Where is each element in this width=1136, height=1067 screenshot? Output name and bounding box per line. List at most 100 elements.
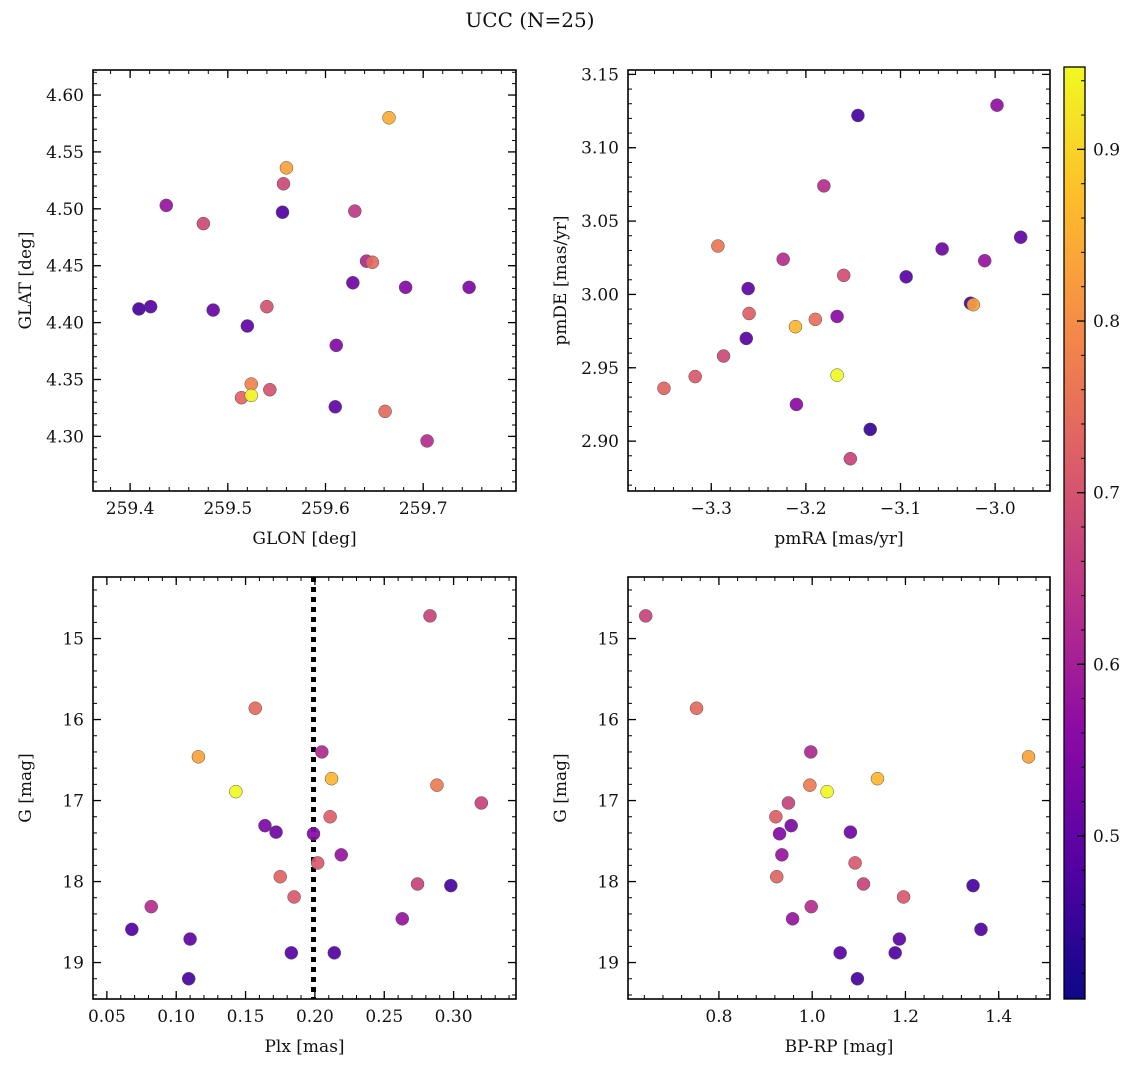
y-tick-label: 18: [597, 873, 619, 893]
scatter-point: [334, 848, 349, 862]
minor-ticks: [628, 577, 1050, 999]
colorbar-tick-label: 0.7: [1093, 484, 1120, 504]
scatter-point: [365, 255, 380, 270]
scatter-point: [191, 750, 206, 764]
scatter-points: [657, 98, 1028, 466]
x-tick-label: −3.1: [880, 499, 921, 519]
scatter-point: [240, 319, 255, 333]
scatter-point: [789, 397, 804, 412]
scatter-point: [966, 297, 981, 312]
scatter-point: [638, 609, 653, 623]
scatter-point: [310, 856, 325, 870]
scatter-point: [395, 912, 410, 926]
scatter-point: [830, 368, 844, 382]
x-tick-label: 0.25: [365, 1007, 403, 1027]
scatter-point: [843, 825, 858, 839]
scatter-point: [244, 388, 259, 403]
scatter-point: [836, 268, 851, 283]
y-tick-label: 4.50: [46, 200, 84, 220]
scatter-point: [1013, 230, 1028, 244]
scatter-point: [850, 972, 865, 986]
y-axis-label: pmDE [mas/yr]: [551, 215, 571, 345]
scatter-point: [830, 309, 844, 324]
x-axis-label: pmRA [mas/yr]: [774, 529, 903, 549]
scatter-point: [716, 349, 731, 363]
scatter-point: [803, 778, 817, 792]
scatter-point: [808, 312, 823, 327]
scatter-point: [229, 784, 243, 799]
scatter-point: [899, 270, 913, 284]
scatter-point: [159, 198, 174, 213]
scatter-point: [820, 784, 834, 799]
y-tick-label: 4.35: [46, 370, 84, 390]
scatter-point: [287, 890, 301, 904]
scatter-point: [183, 932, 197, 946]
scatter-point: [977, 253, 992, 268]
scatter-point: [258, 818, 272, 833]
y-tick-label: 3.00: [581, 285, 619, 305]
scatter-point: [206, 303, 220, 317]
scatter-point: [772, 827, 787, 841]
scatter-point: [125, 922, 139, 937]
axes-frame: [627, 576, 1051, 1000]
scatter-point: [856, 877, 871, 891]
x-tick-label: 0.05: [88, 1007, 126, 1027]
y-tick-label: 2.90: [581, 432, 619, 452]
y-tick-label: 4.40: [46, 314, 84, 334]
scatter-point: [935, 242, 949, 256]
scatter-point: [784, 818, 798, 833]
x-tick-label: 259.5: [203, 499, 252, 519]
scatter-point: [273, 869, 287, 884]
scatter-point: [329, 338, 343, 353]
scatter-point: [804, 745, 818, 759]
scatter-point: [132, 302, 146, 316]
x-tick-label: −3.3: [691, 499, 732, 519]
y-tick-label: 16: [597, 711, 619, 731]
axes-frame: [92, 576, 517, 1000]
panel-glon-glat: 259.4 259.5 259.6 259.7 4.30 4.35 4.40 4.45 4.50…: [16, 69, 517, 549]
y-tick-label: 3.15: [581, 65, 619, 85]
colorbar-tick-label: 0.9: [1093, 140, 1120, 160]
y-tick-label: 18: [62, 873, 84, 893]
scatter-point: [279, 161, 294, 175]
figure-title: UCC (N=25): [465, 8, 594, 32]
scatter-point: [781, 796, 796, 810]
panel-bprp-g: 0.8 1.0 1.2 1.4 15 16 17 18 19 BP-RP [mag] G [mag]: [551, 576, 1051, 1057]
scatter-point: [688, 369, 702, 384]
scatter-point: [657, 381, 671, 396]
scatter-point: [348, 204, 362, 218]
y-tick-label: 16: [62, 711, 84, 731]
scatter-point: [284, 946, 299, 960]
y-tick-label: 15: [597, 630, 619, 650]
scatter-point: [382, 111, 396, 125]
scatter-point: [990, 98, 1004, 112]
scatter-point: [1021, 750, 1036, 764]
colorbar: 0.5 0.6 0.7 0.8 0.9: [1063, 66, 1120, 1000]
scatter-point: [817, 179, 831, 193]
scatter-point: [181, 972, 196, 986]
scatter-point: [739, 331, 754, 346]
minor-ticks: [93, 70, 516, 491]
scatter-point: [444, 878, 458, 893]
x-tick-label: 0.10: [157, 1007, 195, 1027]
minor-ticks: [92, 577, 516, 999]
scatter-point: [785, 912, 800, 926]
scatter-point: [896, 890, 911, 904]
scatter-point: [260, 299, 274, 314]
axes-frame: [92, 69, 517, 492]
scatter-point: [398, 280, 413, 295]
x-tick-label: 0.15: [227, 1007, 265, 1027]
panel-pmra-pmde: −3.3 −3.2 −3.1 −3.0 2.90 2.95 3.00 3.05 3.10 3.15…: [551, 65, 1051, 549]
panel-plx-g: 0.05 0.10 0.15 0.20 0.25 0.30 15 16 17 18 19 Plx [m…: [16, 576, 517, 1057]
scatter-point: [248, 701, 263, 715]
scatter-point: [851, 108, 865, 123]
scatter-point: [315, 745, 329, 759]
minor-ticks: [628, 70, 1050, 491]
x-tick-label: −3.0: [974, 499, 1015, 519]
scatter-points: [132, 111, 476, 448]
x-axis-label: Plx [mas]: [264, 1037, 344, 1057]
y-tick-label: 4.30: [46, 427, 84, 447]
y-tick-label: 17: [597, 792, 619, 812]
y-tick-label: 19: [62, 954, 84, 974]
